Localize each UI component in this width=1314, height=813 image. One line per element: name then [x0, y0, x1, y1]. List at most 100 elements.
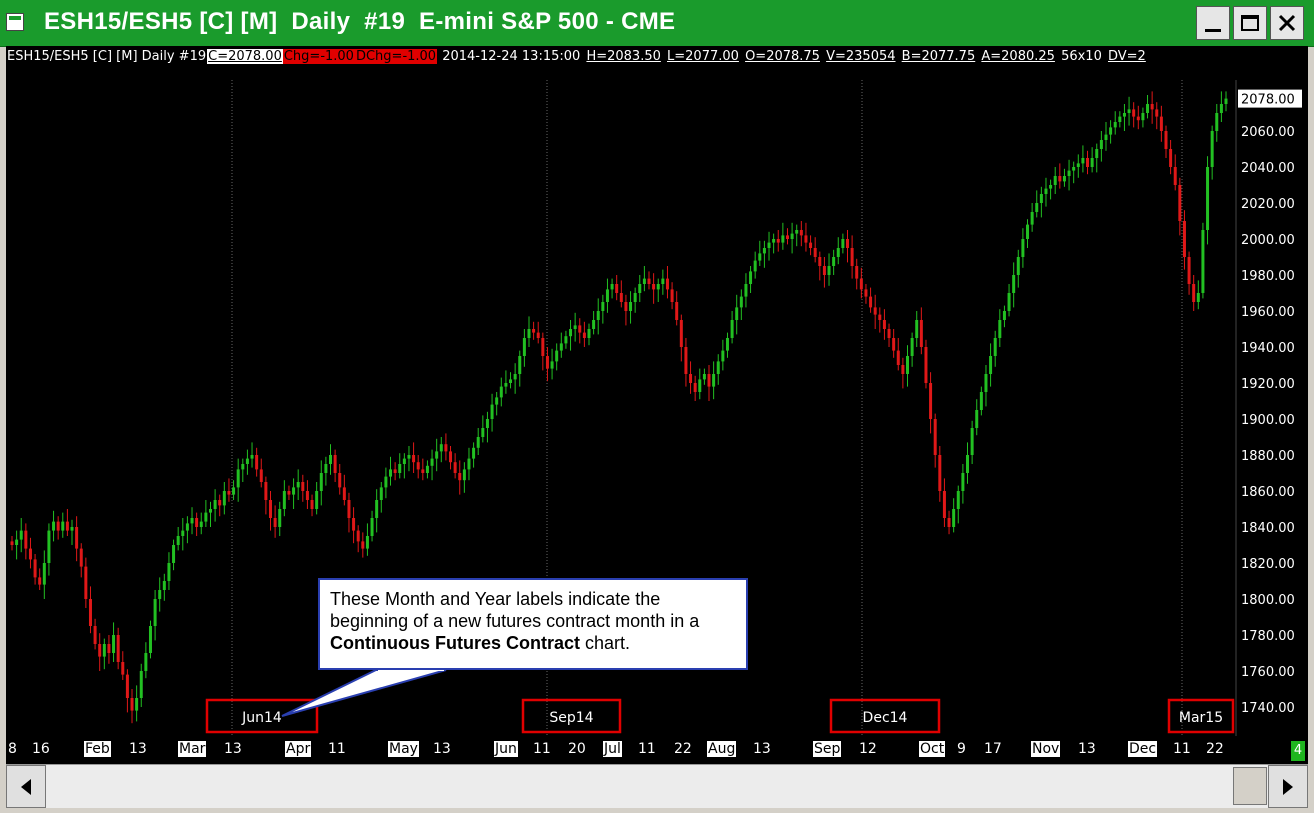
x-day-label: 13: [224, 741, 242, 757]
open-value: O=2078.75: [745, 49, 820, 64]
candle-body: [65, 521, 69, 531]
candle-body: [1127, 109, 1131, 113]
size-value: 56x10: [1061, 49, 1102, 64]
candle-body: [282, 491, 286, 509]
candle-body: [15, 539, 19, 545]
candle-body: [250, 455, 254, 459]
candle-body: [758, 253, 762, 261]
candle-body: [112, 635, 116, 653]
candle-body: [910, 338, 914, 356]
page-badge[interactable]: 4: [1291, 741, 1305, 761]
candle-body: [1201, 230, 1205, 293]
candle-body: [425, 465, 429, 473]
candle-body: [33, 559, 37, 578]
x-month-label: May: [388, 741, 419, 757]
candle-body: [532, 329, 536, 333]
candle-body: [785, 235, 789, 239]
callout-line2: beginning of a new futures contract mont…: [330, 611, 700, 631]
y-tick-label: 1900.00: [1241, 413, 1295, 428]
candle-body: [596, 311, 600, 320]
candle-body: [744, 284, 748, 297]
candle-body: [356, 530, 360, 542]
candle-body: [1224, 98, 1228, 104]
candle-body: [772, 239, 776, 243]
window-title: ESH15/ESH5 [C] [M] Daily #19 E-mini S&P …: [44, 8, 676, 35]
candle-body: [762, 248, 766, 254]
candle-body: [338, 473, 342, 488]
maximize-button[interactable]: [1233, 6, 1267, 40]
dv-value: DV=2: [1107, 49, 1146, 64]
candle-body: [721, 350, 725, 362]
candle-body: [1095, 149, 1099, 158]
time-axis[interactable]: 8 16 Feb 13 Mar 13 Apr 11 May 13 Jun 11 20 Jul 11 22 Aug…: [6, 740, 1236, 762]
x-month-label: Aug: [707, 741, 737, 757]
candle-body: [1196, 293, 1200, 302]
candle-body: [28, 548, 32, 560]
candle-body: [88, 599, 92, 626]
volume-value: V=235054: [826, 49, 896, 64]
candle-body: [952, 509, 956, 527]
candle-body: [1136, 116, 1140, 121]
arrow-left-icon: [21, 778, 31, 795]
candle-body: [1090, 158, 1094, 167]
candle-body: [822, 266, 826, 275]
candle-body: [232, 487, 236, 495]
candle-body: [966, 455, 970, 473]
candle-body: [919, 320, 923, 347]
candle-body: [665, 278, 669, 290]
candle-body: [370, 518, 374, 536]
x-day-label: 13: [1078, 741, 1096, 757]
candle-body: [818, 257, 822, 266]
candle-body: [707, 374, 711, 387]
candle-body: [1039, 194, 1043, 203]
candle-body: [624, 302, 628, 311]
candle-body: [1058, 176, 1062, 182]
scroll-left-button[interactable]: [6, 765, 46, 808]
scroll-right-button[interactable]: [1268, 765, 1308, 808]
candle-body: [836, 248, 840, 257]
candle-body: [407, 455, 411, 459]
close-button[interactable]: [1270, 6, 1304, 40]
candle-body: [541, 338, 545, 356]
title-bar: ESH15/ESH5 [C] [M] Daily #19 E-mini S&P …: [0, 0, 1314, 47]
candle-body: [255, 455, 259, 470]
candle-body: [1072, 167, 1076, 171]
price-chart[interactable]: 2078.00 2060.00 2040.00 2020.00 2000.00 1980.…: [6, 46, 1308, 764]
candle-body: [1192, 284, 1196, 302]
horizontal-scrollbar[interactable]: [6, 764, 1308, 808]
chart-window-icon[interactable]: [6, 13, 24, 31]
x-day-label: 11: [638, 741, 656, 757]
candle-body: [998, 320, 1002, 338]
candle-body: [629, 302, 633, 311]
candle-body: [892, 338, 896, 351]
candle-body: [693, 383, 697, 392]
x-day-label: 22: [674, 741, 692, 757]
candle-body: [241, 464, 245, 470]
x-month-label: Oct: [919, 741, 946, 757]
candle-body: [1099, 140, 1103, 149]
candle-body: [268, 500, 272, 518]
candle-body: [601, 302, 605, 311]
y-tick-label: 2000.00: [1241, 233, 1295, 248]
x-month-label: Jul: [603, 741, 622, 757]
candle-body: [481, 428, 485, 437]
y-tick-label: 1880.00: [1241, 449, 1295, 464]
candle-body: [47, 530, 51, 563]
y-tick-label: 2020.00: [1241, 197, 1295, 212]
candle-body: [38, 577, 42, 585]
candle-body: [24, 530, 28, 549]
last-price-label: 2078.00: [1241, 93, 1295, 108]
callout-line1: These Month and Year labels indicate the: [330, 589, 661, 609]
candle-body: [536, 332, 540, 338]
candle-body: [675, 302, 679, 320]
contract-label-box: [521, 698, 622, 734]
candle-body: [430, 458, 434, 466]
minimize-button[interactable]: [1196, 6, 1230, 40]
candle-body: [1178, 185, 1182, 221]
candle-body: [869, 296, 873, 308]
candle-body: [1187, 257, 1191, 284]
scroll-thumb[interactable]: [1233, 767, 1267, 805]
candle-body: [10, 541, 14, 545]
candle-body: [75, 527, 79, 549]
candle-body: [342, 487, 346, 500]
